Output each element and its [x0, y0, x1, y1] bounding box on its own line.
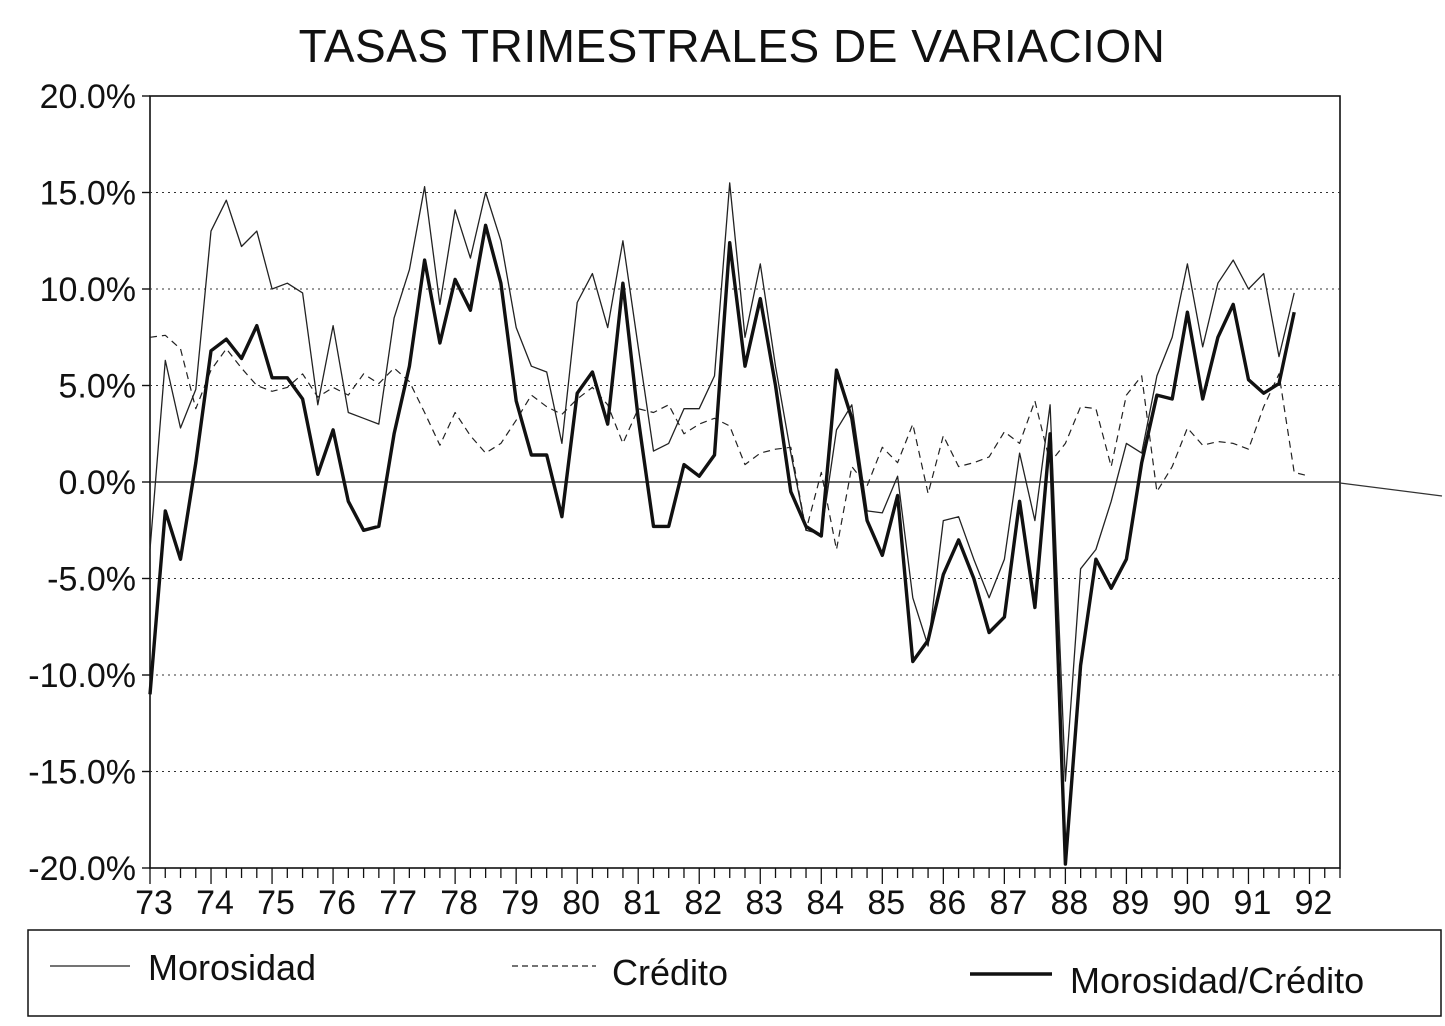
legend-label-morosidad: Morosidad — [148, 947, 316, 988]
series-lines — [148, 182, 1310, 866]
legend: Morosidad Crédito Morosidad/Crédito — [27, 929, 1442, 1017]
y-tick-label: 20.0% — [40, 78, 136, 116]
y-tick-label: 15.0% — [40, 175, 136, 213]
x-tick-label: 77 — [379, 884, 417, 922]
y-tick-label: -10.0% — [28, 657, 136, 695]
y-tick-label: 5.0% — [59, 368, 137, 406]
x-tick-label: 74 — [196, 884, 234, 922]
series-line-cr-dito — [149, 334, 1310, 551]
zero-line-extension — [1339, 482, 1443, 497]
y-tick-label: -20.0% — [28, 850, 136, 888]
x-tick-label: 91 — [1234, 884, 1272, 922]
x-tick-label: 84 — [806, 884, 844, 922]
chart-title: TASAS TRIMESTRALES DE VARIACION — [299, 20, 1166, 72]
x-tick-label: 92 — [1295, 884, 1333, 922]
x-tick-label: 78 — [440, 884, 478, 922]
x-tick-label: 80 — [562, 884, 600, 922]
x-tick-label: 76 — [318, 884, 356, 922]
series-line-morosidad-cr-dito — [148, 223, 1296, 866]
x-tick-label: 79 — [501, 884, 539, 922]
x-tick-label: 89 — [1111, 884, 1149, 922]
x-tick-label: 82 — [684, 884, 722, 922]
x-tick-label: 86 — [928, 884, 966, 922]
legend-box — [27, 929, 1442, 1017]
x-tick-label: 75 — [257, 884, 295, 922]
y-tick-label: 0.0% — [59, 464, 137, 502]
y-tick-label: 10.0% — [40, 271, 136, 309]
grid-lines — [150, 192, 1443, 772]
series-line-morosidad — [149, 182, 1295, 782]
x-tick-label: 81 — [623, 884, 661, 922]
y-axis: -20.0% -15.0% -10.0% -5.0% 0.0% 5.0% 10.0% 15.0… — [28, 78, 150, 888]
x-tick-label: 90 — [1173, 884, 1211, 922]
y-tick-label: -15.0% — [28, 754, 136, 792]
legend-label-credito: Crédito — [612, 952, 728, 993]
x-tick-label: 87 — [989, 884, 1027, 922]
x-tick-label: 83 — [745, 884, 783, 922]
x-tick-label: 88 — [1050, 884, 1088, 922]
x-axis: 73 74 75 76 77 78 79 80 81 82 83 84 85 86 87 88 89 90 91 92 — [135, 868, 1341, 922]
y-tick-label: -5.0% — [47, 561, 136, 599]
x-tick-label: 85 — [867, 884, 905, 922]
x-tick-label: 73 — [135, 884, 173, 922]
legend-label-morosidad-credito: Morosidad/Crédito — [1070, 960, 1364, 1001]
